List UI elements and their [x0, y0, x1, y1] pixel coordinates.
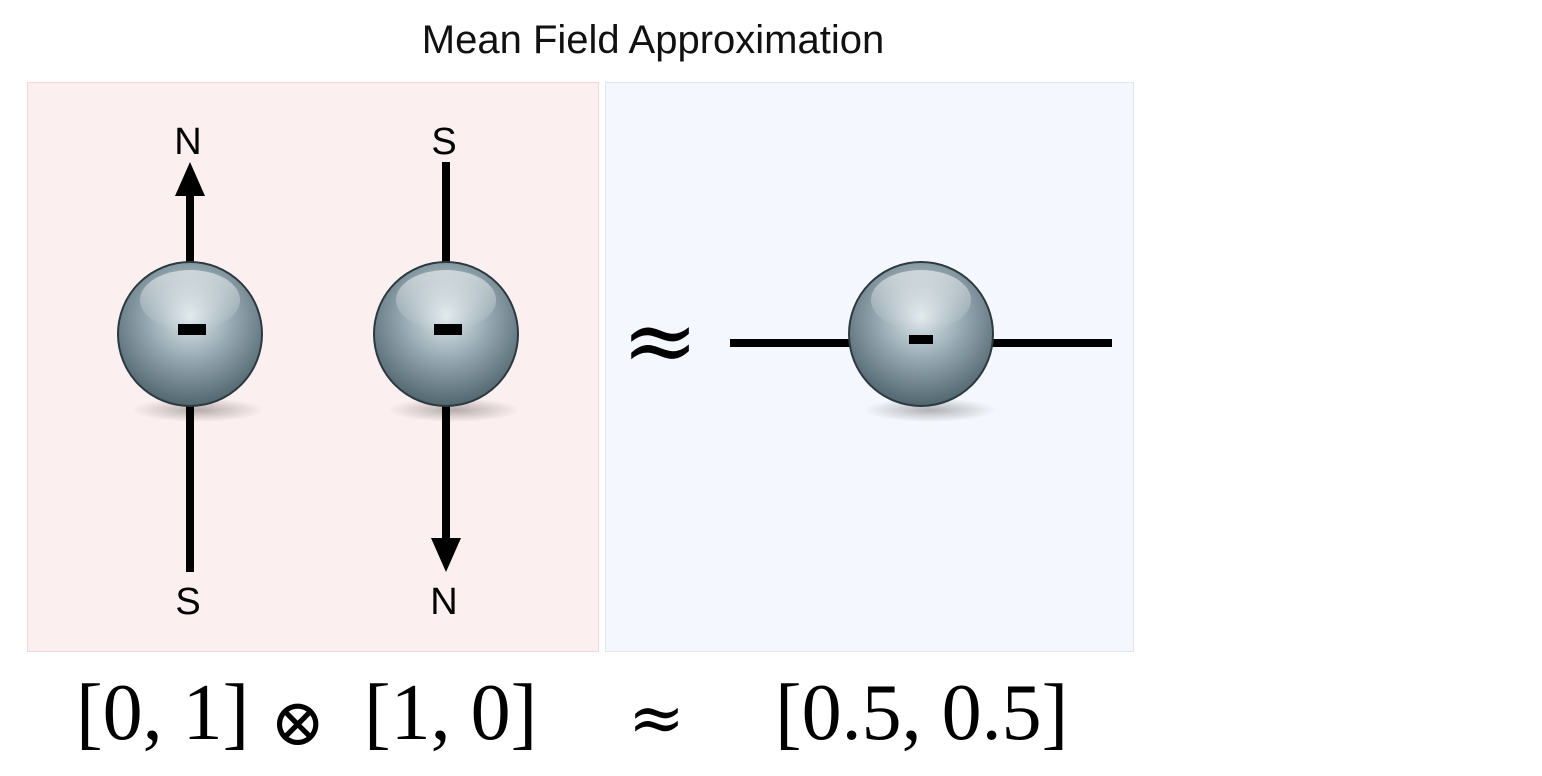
spin-down-arrowhead	[431, 538, 461, 572]
pole-label-bottom: N	[430, 581, 457, 623]
spin-up-arrowhead	[175, 162, 205, 196]
charge-minus-sign	[434, 324, 462, 335]
sphere-shadow	[388, 398, 520, 422]
diagram-title: Mean Field Approximation	[421, 18, 885, 62]
sphere-gloss	[140, 270, 240, 330]
sphere-gloss	[396, 270, 496, 330]
formula-left-vector-a: [0, 1]	[76, 669, 250, 757]
sphere-gloss	[871, 270, 971, 330]
sphere-shadow	[132, 398, 264, 422]
pole-label-bottom: S	[175, 581, 200, 623]
formula-left-vector-b: [1, 0]	[364, 669, 538, 757]
spin-up-particle: N S	[117, 121, 264, 623]
charge-minus-sign	[178, 324, 206, 335]
formula-tensor-product: ⊗	[270, 684, 326, 761]
mean-field-particle	[730, 261, 1112, 422]
spin-down-particle: S N	[373, 121, 520, 623]
formula-approx: ≈	[628, 679, 685, 758]
charge-minus-sign	[909, 335, 933, 344]
approx-symbol: ≈	[621, 287, 698, 394]
sphere-shadow	[864, 398, 996, 422]
pole-label-top: N	[174, 121, 201, 163]
pole-label-top: S	[431, 121, 456, 163]
formula-right-vector: [0.5, 0.5]	[775, 669, 1069, 757]
